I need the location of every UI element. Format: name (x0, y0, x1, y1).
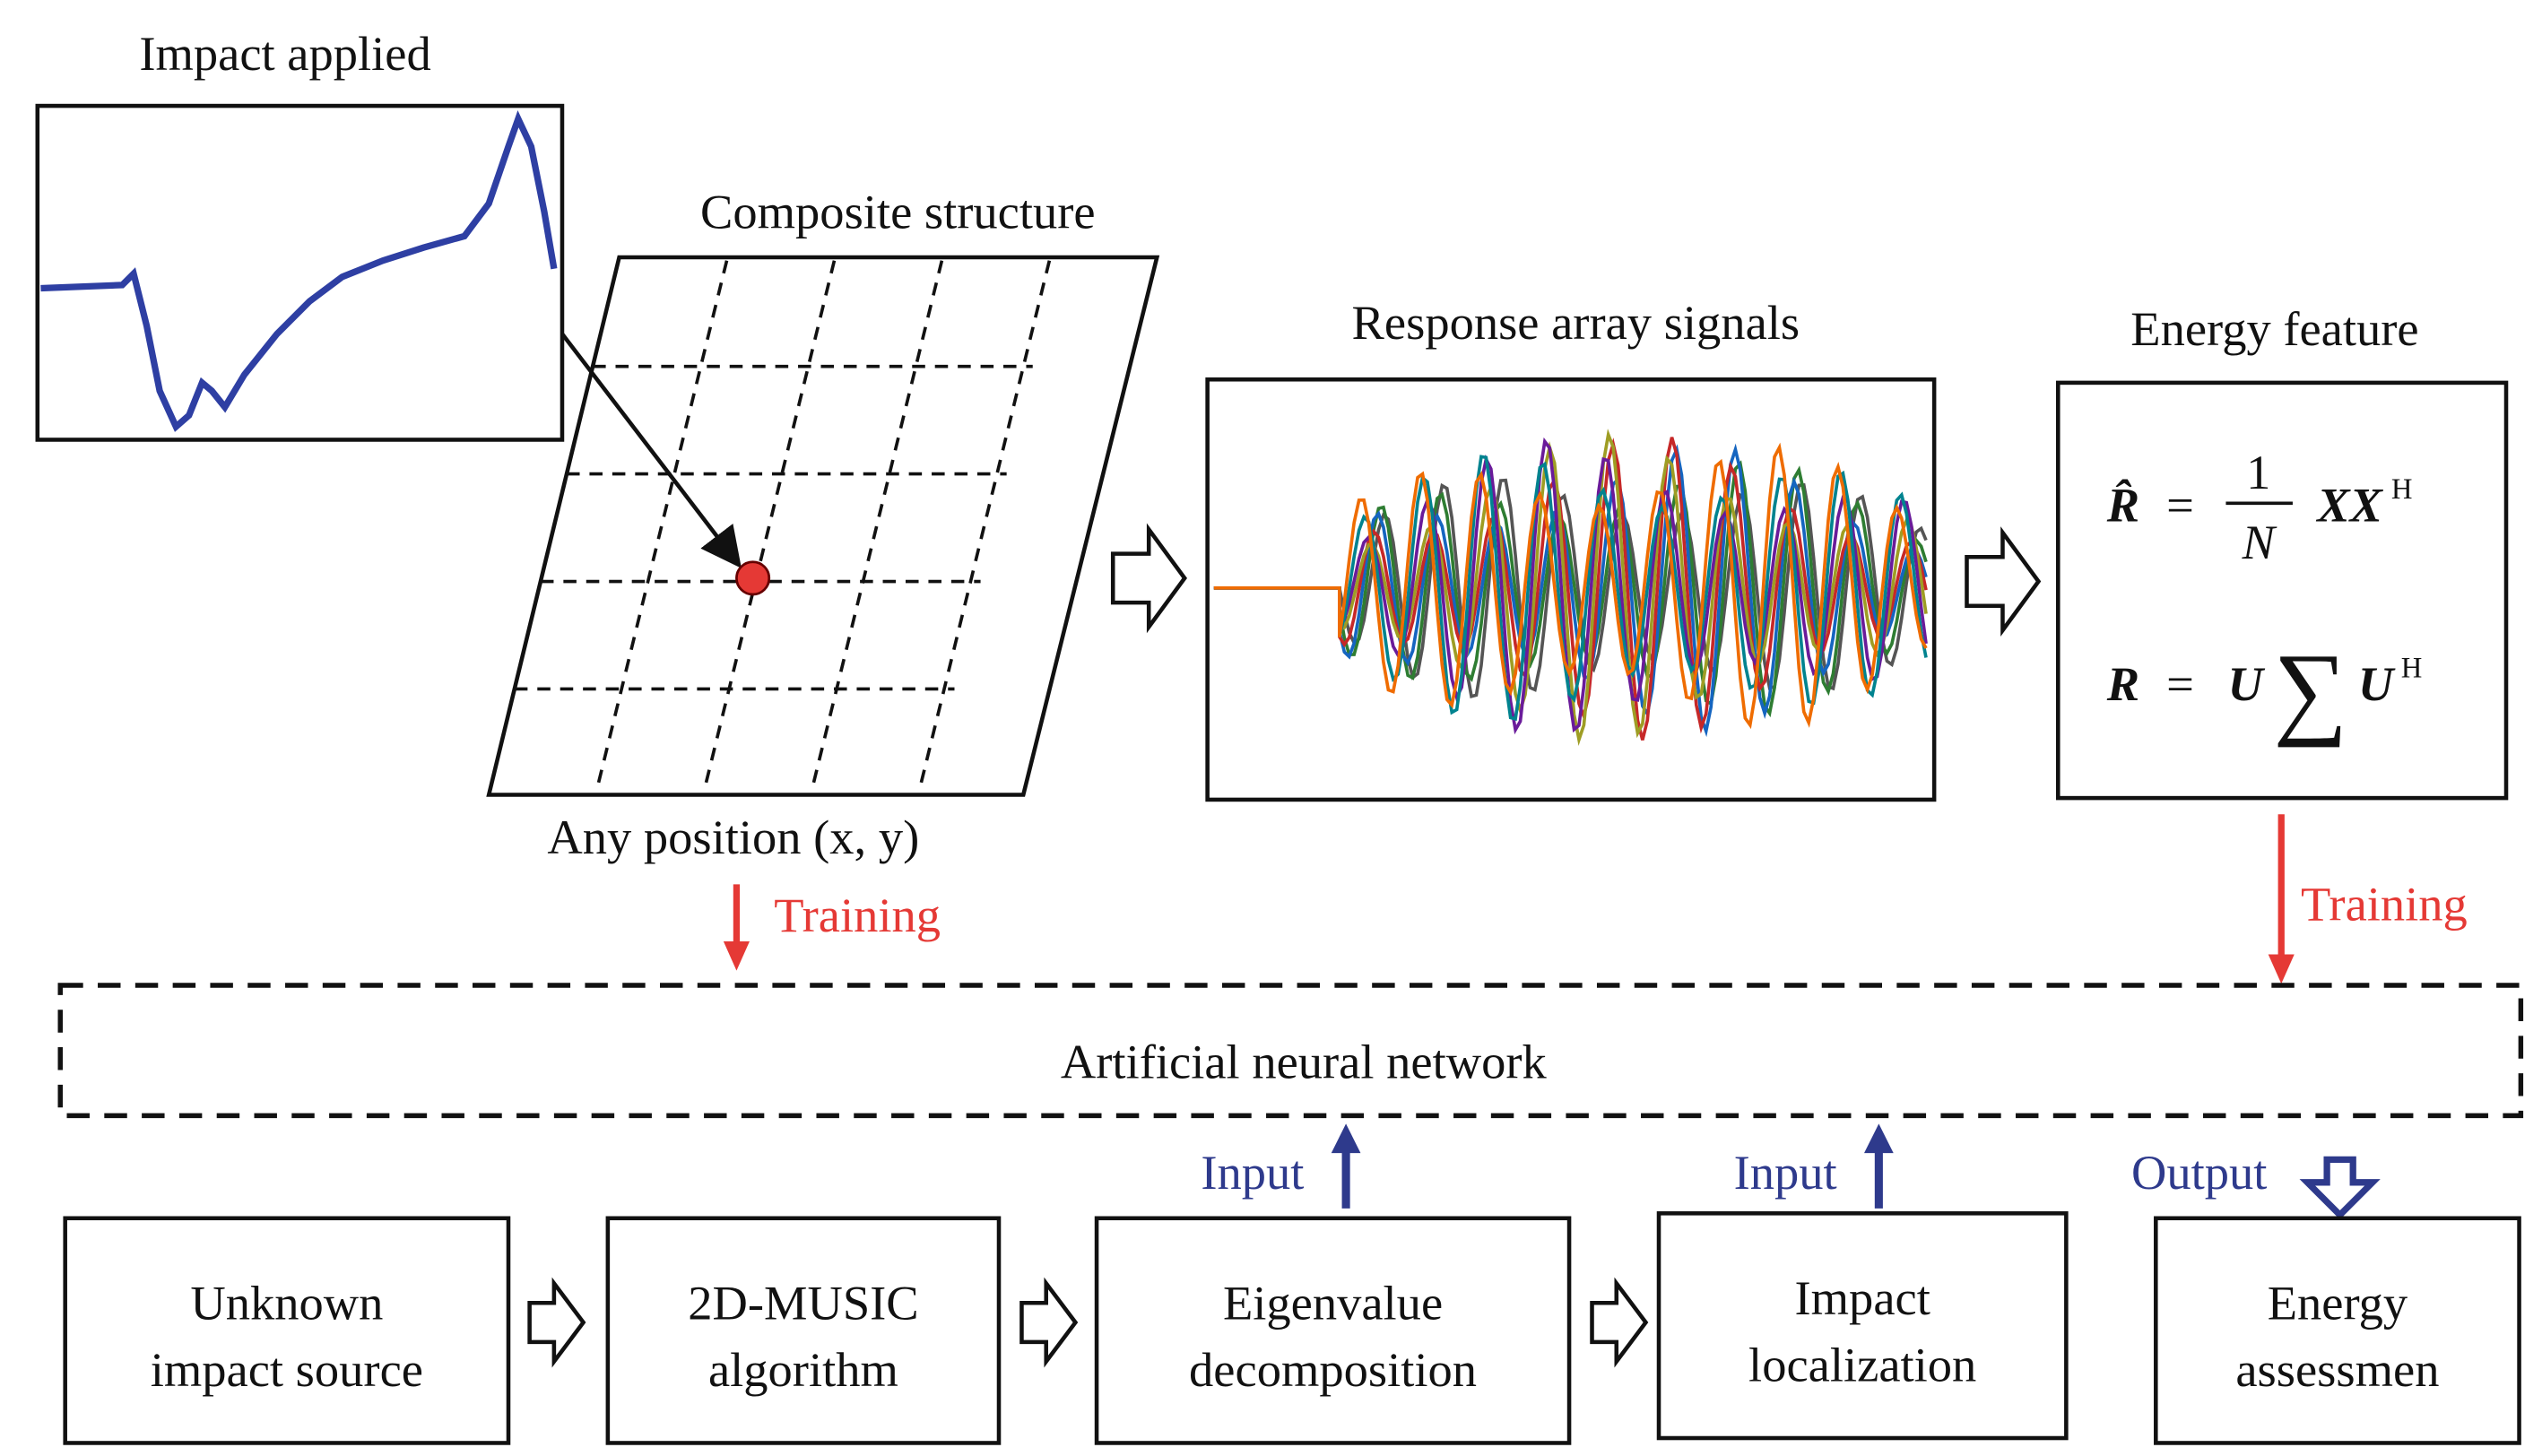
impact-signal (40, 110, 558, 432)
grid-line (917, 260, 1052, 793)
output-label: Output (2131, 1145, 2267, 1200)
step-label: 2D-MUSIC (688, 1275, 918, 1330)
formula-term: N (2242, 515, 2277, 569)
training-label: Training (774, 888, 941, 942)
step-box (63, 1216, 511, 1445)
formula-term: XX (2315, 477, 2383, 532)
flow-arrow (1590, 1277, 1649, 1368)
input-arrow-head (1864, 1123, 1894, 1154)
response-title: Response array signals (1352, 295, 1800, 350)
impact-arrow (560, 333, 742, 568)
step-label: Energy (2268, 1275, 2408, 1330)
steps: Unknown impact source 2D-MUSIC algorithm Eig… (63, 1211, 2521, 1445)
training-arrow-head (2268, 954, 2295, 984)
formula-term: H (2391, 473, 2413, 506)
step-label: algorithm (708, 1342, 898, 1397)
flow-arrow (1965, 526, 2042, 637)
flow-arrow (1019, 1277, 1079, 1368)
network-label: Artificial neural network (1061, 1035, 1548, 1089)
formula-term: R̂ (2106, 477, 2139, 532)
flow-arrow (527, 1277, 586, 1368)
signal-trace (1213, 455, 1928, 722)
energy-box (2055, 380, 2509, 801)
formula-term: ∑ (2273, 632, 2347, 748)
step-label: decomposition (1189, 1342, 1477, 1397)
formula-term: H (2401, 653, 2423, 685)
grid-line (810, 260, 944, 793)
step-label: assessmen (2235, 1342, 2439, 1397)
input-arrow-head (1331, 1123, 1361, 1154)
formula-term: 1 (2246, 445, 2270, 499)
impact-point (735, 560, 771, 596)
flow-arrow (1110, 523, 1187, 634)
plate-grid (514, 260, 1052, 793)
network-box (57, 983, 2524, 1119)
training-label: Training (2301, 876, 2468, 931)
training-arrow-head (723, 940, 750, 971)
output-arrow (2299, 1156, 2381, 1220)
response-box (1205, 377, 1937, 802)
formula-term: R (2106, 656, 2139, 711)
impact-box (35, 103, 565, 442)
step-label: localization (1748, 1337, 1976, 1391)
structure-title: Composite structure (700, 184, 1096, 238)
grid-line (702, 260, 837, 793)
formula-term: = (2166, 477, 2194, 532)
step-box (605, 1216, 1002, 1445)
input-label: Input (1734, 1145, 1837, 1200)
structure-caption: Any position (x, y) (547, 810, 919, 864)
step-label: impact source (151, 1342, 423, 1397)
impact-title: Impact applied (139, 26, 430, 81)
input-label: Input (1201, 1145, 1304, 1200)
signal-trace (1213, 437, 1928, 741)
step-label: Eigenvalue (1223, 1275, 1443, 1330)
step-box (1656, 1211, 2069, 1441)
step-box (2154, 1216, 2521, 1445)
formula-term: U (2228, 656, 2266, 711)
plate (486, 255, 1160, 797)
step-label: Impact (1795, 1270, 1930, 1325)
response-signals (1213, 429, 1928, 746)
step-box (1094, 1216, 1572, 1445)
signal-trace (1213, 442, 1928, 730)
formula-term: = (2166, 656, 2194, 711)
formula-term: U (2358, 656, 2396, 711)
energy-title: Energy feature (2130, 301, 2418, 356)
step-label: Unknown (190, 1275, 383, 1330)
